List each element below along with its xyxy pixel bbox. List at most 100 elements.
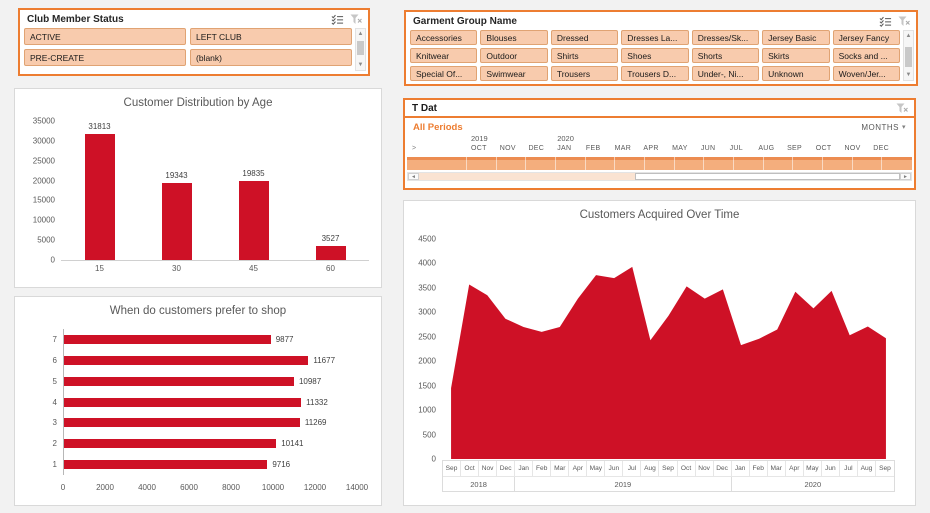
timeline-selection-cell[interactable] <box>586 157 616 170</box>
timeline-selection-cell[interactable] <box>734 157 764 170</box>
timeline-selection-cell[interactable] <box>467 157 497 170</box>
x-axis-month-label: Jan <box>732 461 750 476</box>
slicer-button[interactable]: Accessories <box>410 30 478 45</box>
bar <box>64 418 300 428</box>
slicer-button[interactable]: Jersey Fancy <box>832 30 900 45</box>
timeline-selection-cell[interactable] <box>764 157 794 170</box>
timeline-selection-cell[interactable] <box>526 157 556 170</box>
x-axis-month-label: Dec <box>714 461 732 476</box>
timeline-month-label[interactable]: APR <box>643 145 659 152</box>
clear-filter-icon[interactable] <box>350 14 362 25</box>
timeline-granularity-dropdown[interactable]: MONTHS ▾ <box>861 122 906 132</box>
timeline-selection-cell[interactable] <box>407 157 467 170</box>
x-axis-month-label: Sep <box>443 461 462 476</box>
slicer-button[interactable]: Dresses La... <box>621 30 689 45</box>
timeline-selection-cell[interactable] <box>823 157 853 170</box>
y-axis-category-label: 3 <box>52 418 57 428</box>
scroll-up-icon[interactable]: ▲ <box>905 33 912 39</box>
scroll-right-icon[interactable]: ► <box>900 173 911 180</box>
slicer-button[interactable]: Shirts <box>550 48 619 63</box>
slicer-button[interactable]: Trousers <box>550 66 619 81</box>
slicer-button[interactable]: (blank) <box>190 49 352 66</box>
timeline-month-label[interactable]: JUL <box>729 145 743 152</box>
timeline-month-label[interactable]: OCT <box>815 145 832 152</box>
timeline-month-label[interactable]: SEP <box>787 145 802 152</box>
timeline-selection-cell[interactable] <box>497 157 527 170</box>
timeline-month-label[interactable]: MAY <box>672 145 688 152</box>
clear-filter-icon[interactable] <box>898 16 910 27</box>
slicer-button[interactable]: Swimwear <box>480 66 548 81</box>
timeline-selection-cell[interactable] <box>645 157 675 170</box>
x-axis-month-label: Apr <box>569 461 588 476</box>
x-axis-month-label: May <box>587 461 606 476</box>
timeline-selection-cell[interactable] <box>704 157 734 170</box>
timeline-selection-cell[interactable] <box>882 157 912 170</box>
timeline-selection-cell[interactable] <box>793 157 823 170</box>
slicer-button[interactable]: Trousers D... <box>621 66 689 81</box>
slicer-button[interactable]: Shoes <box>621 48 689 63</box>
timeline-scrollbar[interactable]: ◄ ► <box>407 172 912 181</box>
y-axis-tick-label: 500 <box>422 430 436 440</box>
scrollbar-thumb[interactable] <box>635 173 900 180</box>
slicer-button[interactable]: Dressed <box>550 30 619 45</box>
timeline-year-spacer <box>843 134 872 145</box>
slicer-button[interactable]: Skirts <box>762 48 830 63</box>
slicer-scrollbar[interactable]: ▲ ▼ <box>355 28 366 71</box>
scroll-left-icon[interactable]: ◄ <box>408 173 419 180</box>
x-axis-month-label: Apr <box>786 461 804 476</box>
x-axis-category-label: 45 <box>249 264 258 273</box>
timeline-month-label[interactable]: AUG <box>758 145 775 152</box>
timeline-selection-band[interactable] <box>407 157 912 170</box>
bar <box>64 334 271 344</box>
timeline-selection-cell[interactable] <box>615 157 645 170</box>
slicer-button[interactable]: Woven/Jer... <box>832 66 900 81</box>
x-axis-month-label: Oct <box>461 461 480 476</box>
slicer-button[interactable]: Special Of... <box>410 66 478 81</box>
scrollbar-thumb[interactable] <box>905 47 912 67</box>
timeline-selection-cell[interactable] <box>853 157 883 170</box>
timeline-month-label[interactable]: NOV <box>499 145 516 152</box>
slicer-button[interactable]: Outdoor <box>480 48 548 63</box>
slicer-button[interactable]: ACTIVE <box>24 28 186 45</box>
slicer-button[interactable]: Shorts <box>691 48 760 63</box>
slicer-button[interactable]: Jersey Basic <box>762 30 830 45</box>
data-label: 9877 <box>275 334 294 344</box>
timeline-month-label[interactable]: NOV <box>844 145 861 152</box>
timeline-month-label[interactable]: JAN <box>557 145 572 152</box>
slicer-button[interactable]: Unknown <box>762 66 830 81</box>
timeline-month-label[interactable]: JUN <box>700 145 716 152</box>
multi-select-icon[interactable] <box>331 14 344 25</box>
slicer-button[interactable]: Dresses/Sk... <box>691 30 760 45</box>
slicer-button[interactable]: Knitwear <box>410 48 478 63</box>
slicer-button[interactable]: PRE-CREATE <box>24 49 186 66</box>
slicer-scrollbar[interactable]: ▲ ▼ <box>903 30 914 81</box>
scrollbar-track[interactable] <box>419 173 900 180</box>
timeline-selection-cell[interactable] <box>675 157 705 170</box>
slicer-button[interactable]: Blouses <box>480 30 548 45</box>
scroll-down-icon[interactable]: ▼ <box>357 62 364 68</box>
slicer-button[interactable]: Socks and ... <box>832 48 900 63</box>
x-axis-table: Sep Oct Nov Dec Jan Feb Mar Apr May Jun Jul Aug Sep O… <box>442 460 895 492</box>
timeline-month-label[interactable]: DEC <box>528 145 545 152</box>
multi-select-icon[interactable] <box>879 16 892 27</box>
scroll-up-icon[interactable]: ▲ <box>357 31 364 37</box>
data-label: 11332 <box>306 397 328 407</box>
y-axis-category-label: 5 <box>52 376 57 386</box>
y-axis-tick-label: 20000 <box>32 176 55 186</box>
clear-filter-icon[interactable] <box>896 103 908 114</box>
y-axis-category-label: 6 <box>52 355 57 365</box>
x-axis-month-label: Jun <box>605 461 624 476</box>
timeline-month-label[interactable]: FEB <box>585 145 601 152</box>
timeline-month-label[interactable]: DEC <box>873 145 889 152</box>
shopping-time-chart: When do customers prefer to shop 7 9877 6 1… <box>14 296 382 506</box>
y-axis-category-label: 4 <box>52 397 57 407</box>
slicer-button[interactable]: Under-, Ni... <box>691 66 760 81</box>
timeline-month-label[interactable]: MAR <box>614 145 632 152</box>
timeline-month-label[interactable]: OCT <box>471 145 487 152</box>
timeline-selection-cell[interactable] <box>556 157 586 170</box>
slicer-button[interactable]: LEFT CLUB <box>190 28 352 45</box>
scrollbar-thumb[interactable] <box>357 41 364 55</box>
x-axis-tick-label: 14000 <box>345 483 369 492</box>
scroll-down-icon[interactable]: ▼ <box>905 72 912 78</box>
timeline-prev-indicator[interactable]: > <box>412 145 417 152</box>
